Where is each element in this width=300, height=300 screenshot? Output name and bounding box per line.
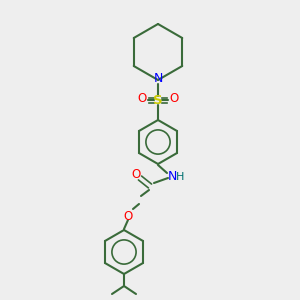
Text: O: O bbox=[169, 92, 178, 106]
Text: O: O bbox=[131, 167, 141, 181]
Text: O: O bbox=[123, 209, 133, 223]
Text: O: O bbox=[137, 92, 147, 106]
Text: N: N bbox=[167, 169, 177, 182]
Text: N: N bbox=[153, 73, 163, 85]
Text: H: H bbox=[176, 172, 184, 182]
Text: S: S bbox=[153, 94, 163, 106]
